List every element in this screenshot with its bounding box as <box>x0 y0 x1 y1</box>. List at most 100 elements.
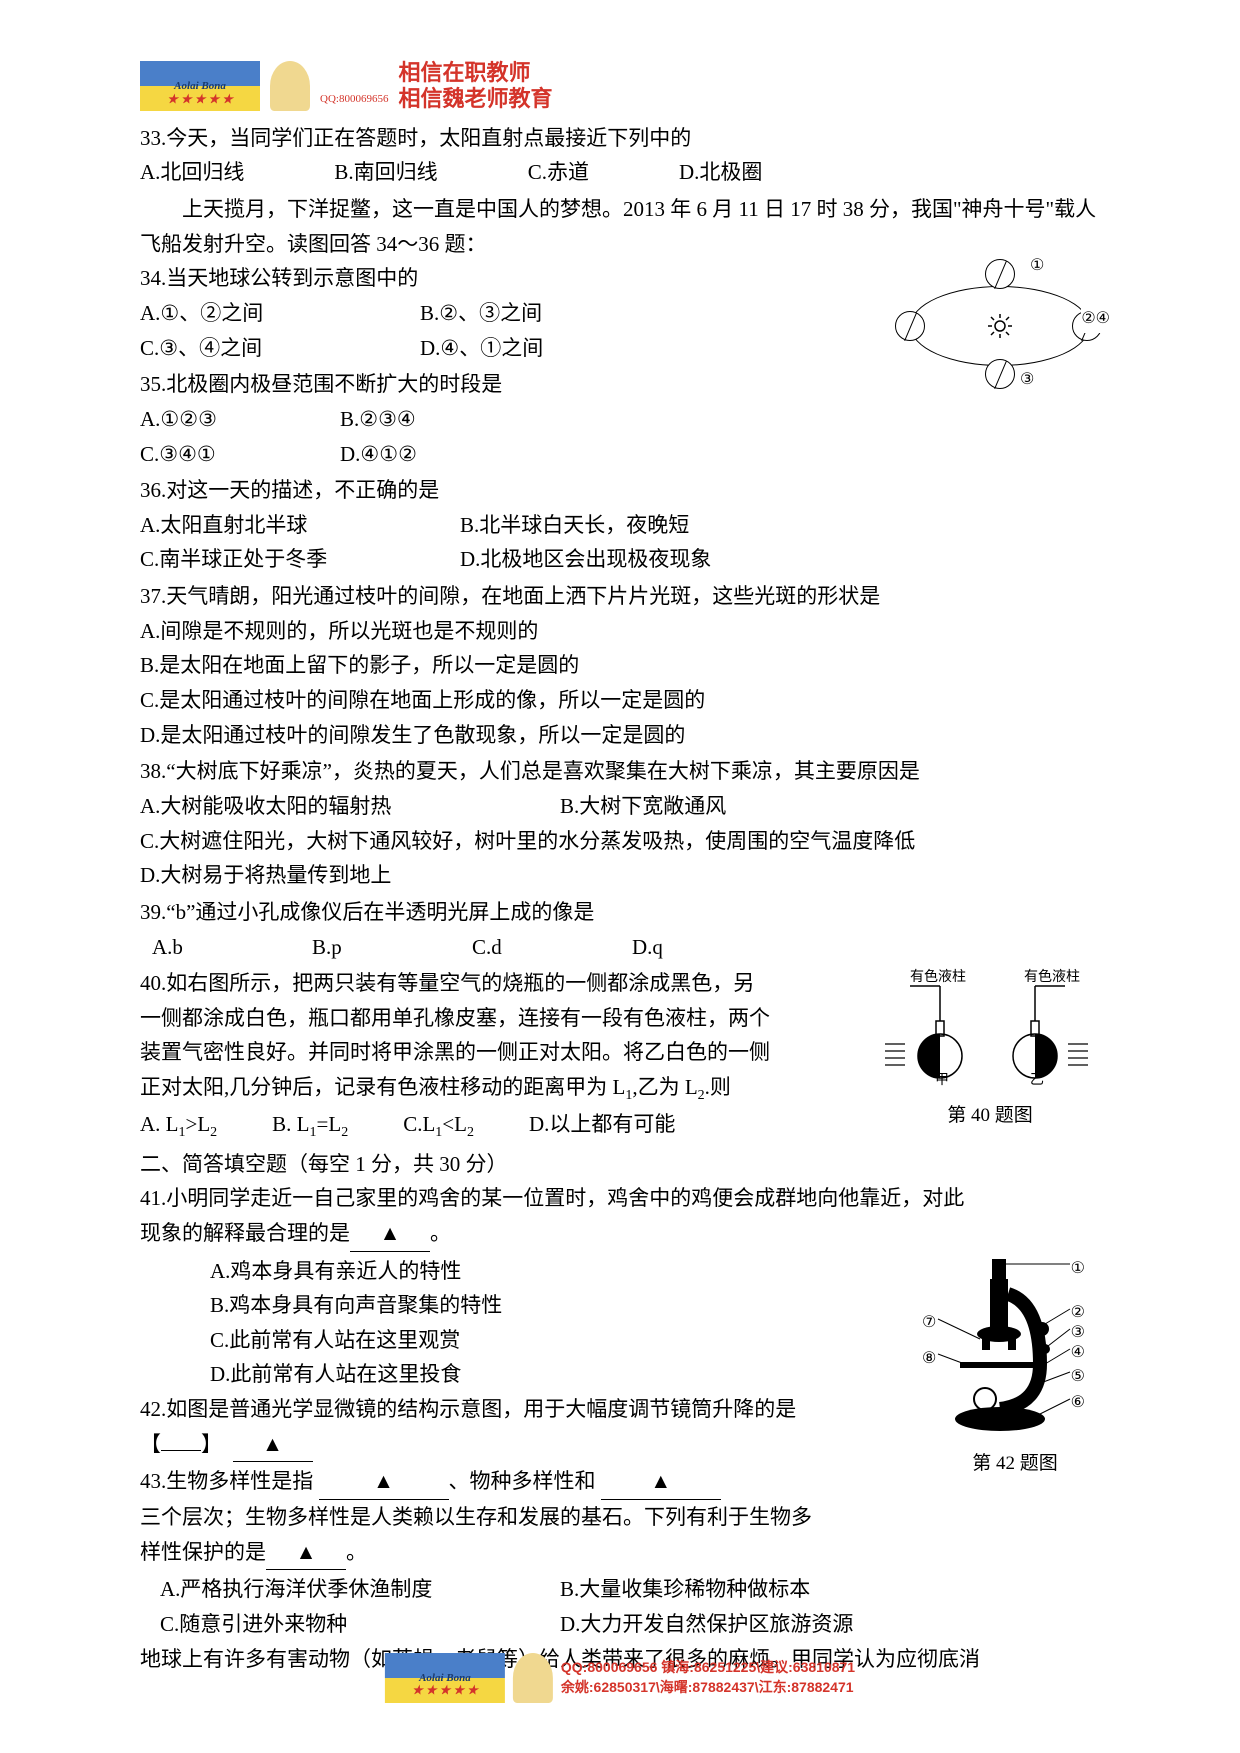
q36-stem: 36.对这一天的描述，不正确的是 <box>140 473 1100 508</box>
q43-c: C.随意引进外来物种 <box>160 1607 560 1642</box>
q33-b: B.南回归线 <box>334 155 437 190</box>
q39-stem: 39.“b”通过小孔成像仪后在半透明光屏上成的像是 <box>140 895 1100 930</box>
label-1: ① <box>1030 253 1044 279</box>
q38-b: B.大树下宽敞通风 <box>560 789 726 824</box>
flask-yi: 乙 <box>1030 1069 1044 1092</box>
earth-3 <box>985 359 1015 389</box>
q34-c: C.③、④之间 <box>140 331 420 366</box>
q37-a: A.间隙是不规则的，所以光斑也是不规则的 <box>140 614 1100 649</box>
q36-a: A.太阳直射北半球 <box>140 508 460 543</box>
q40-caption: 第 40 题图 <box>880 1100 1100 1131</box>
logo-stars: ★ ★ ★ ★ ★ <box>167 90 233 110</box>
q42-caption: 第 42 题图 <box>930 1448 1100 1479</box>
q33-c: C.赤道 <box>528 155 589 190</box>
label-2: ②④ <box>1081 306 1110 332</box>
header-banner: Aolai Bona ★ ★ ★ ★ ★ QQ:800069656 相信在职教师… <box>140 60 1100 113</box>
q35-c: C.③④① <box>140 437 340 472</box>
q38-stem: 38.“大树底下好乘凉”，炎热的夏天，人们总是喜欢聚集在大树下乘凉，其主要原因是 <box>140 754 1100 789</box>
q37-c: C.是太阳通过枝叶的间隙在地面上形成的像，所以一定是圆的 <box>140 683 1100 718</box>
sun-icon <box>988 314 1012 338</box>
q42-bracket-blank <box>161 1450 201 1451</box>
q43-b: B.大量收集珍稀物种做标本 <box>560 1572 810 1607</box>
teacher-icon <box>270 61 310 111</box>
q39: 39.“b”通过小孔成像仪后在半透明光屏上成的像是 A.b B.p C.d D.… <box>140 895 1100 964</box>
q39-c: C.d <box>472 930 632 965</box>
q41-blank: ▲ <box>350 1216 430 1252</box>
q33-d: D.北极圈 <box>679 155 762 190</box>
q42-figure: ① ② ③ ④ ⑤ ⑥ ⑦ ⑧ 第 42 题图 <box>930 1254 1100 1479</box>
footer-teacher-icon <box>513 1653 553 1703</box>
q36-opts-r2: C.南半球正处于冬季 D.北极地区会出现极夜现象 <box>140 542 1100 577</box>
q34-b: B.②、③之间 <box>420 296 542 331</box>
q36: 36.对这一天的描述，不正确的是 A.太阳直射北半球 B.北半球白天长，夜晚短 … <box>140 473 1100 577</box>
microscope-diagram: ① ② ③ ④ ⑤ ⑥ ⑦ ⑧ <box>930 1254 1080 1444</box>
footer-contact2: 余姚:62850317\海曙:87882437\江东:87882471 <box>561 1678 855 1698</box>
q42-blank: ▲ <box>233 1427 313 1463</box>
q33: 33.今天，当同学们正在答题时，太阳直射点最接近下列中的 A.北回归线 B.南回… <box>140 121 1100 190</box>
ms-6: ⑥ <box>1071 1390 1085 1416</box>
q37-b: B.是太阳在地面上留下的影子，所以一定是圆的 <box>140 648 1100 683</box>
q38-c: C.大树遮住阳光，大树下通风较好，树叶里的水分蒸发吸热，使周围的空气温度降低 <box>140 824 1100 859</box>
q43-blank2: ▲ <box>601 1464 721 1500</box>
q40-a: A. L1>L2 <box>140 1107 217 1144</box>
q41-l2: 现象的解释最合理的是▲。 <box>140 1216 1100 1252</box>
label-3: ③ <box>1020 367 1034 393</box>
footer-logo: Aolai Bona ★ ★ ★ ★ ★ <box>385 1653 505 1703</box>
q34-d: D.④、①之间 <box>420 331 543 366</box>
section2-header: 二、简答填空题（每空 1 分，共 30 分） <box>140 1147 1100 1182</box>
q39-b: B.p <box>312 930 472 965</box>
q37-stem: 37.天气晴朗，阳光通过枝叶的间隙，在地面上洒下片片光斑，这些光斑的形状是 <box>140 579 1100 614</box>
footer-contact: QQ:800069656 镇海:86251225\建议:63810871 余姚:… <box>561 1658 855 1697</box>
q39-options: A.b B.p C.d D.q <box>140 930 1100 965</box>
q43-opts-r2: C.随意引进外来物种 D.大力开发自然保护区旅游资源 <box>160 1607 1100 1642</box>
q40-c: C.L1<L2 <box>403 1107 474 1144</box>
footer-contact1: QQ:800069656 镇海:86251225\建议:63810871 <box>561 1658 855 1678</box>
banner-line2: 相信魏老师教育 <box>398 86 552 112</box>
q40-options: A. L1>L2 B. L1=L2 C.L1<L2 D.以上都有可能 <box>140 1107 870 1144</box>
banner-line1: 相信在职教师 <box>398 60 552 86</box>
q43-l3: 样性保护的是▲。 <box>140 1535 1100 1571</box>
q43-l2: 三个层次；生物多样性是人类赖以生存和发展的基石。下列有利于生物多 <box>140 1500 1100 1535</box>
q41: 41.小明同学走近一自己家里的鸡舍的某一位置时，鸡舍中的鸡便会成群地向他靠近，对… <box>140 1181 1100 1251</box>
ms-4: ④ <box>1071 1340 1085 1366</box>
q37: 37.天气晴朗，阳光通过枝叶的间隙，在地面上洒下片片光斑，这些光斑的形状是 A.… <box>140 579 1100 752</box>
q43: 43.生物多样性是指 ▲、物种多样性和 ▲ 三个层次；生物多样性是人类赖以生存和… <box>140 1464 1100 1570</box>
banner-text: 相信在职教师 相信魏老师教育 <box>398 60 552 113</box>
q33-options: A.北回归线 B.南回归线 C.赤道 D.北极圈 <box>140 155 1100 190</box>
q38-d: D.大树易于将热量传到地上 <box>140 858 1100 893</box>
q35-opts-r1: A.①②③ B.②③④ <box>140 402 1100 437</box>
q36-d: D.北极地区会出现极夜现象 <box>460 542 711 577</box>
q43-opts-r1: A.严格执行海洋伏季休渔制度 B.大量收集珍稀物种做标本 <box>160 1572 1100 1607</box>
content: 33.今天，当同学们正在答题时，太阳直射点最接近下列中的 A.北回归线 B.南回… <box>140 121 1100 1676</box>
ms-7: ⑦ <box>922 1310 936 1336</box>
intro-passage: 上天揽月，下洋捉鳖，这一直是中国人的梦想。2013 年 6 月 11 日 17 … <box>140 192 1100 261</box>
footer-banner: Aolai Bona ★ ★ ★ ★ ★ QQ:800069656 镇海:862… <box>385 1653 855 1703</box>
q38-opts-r1: A.大树能吸收太阳的辐射热 B.大树下宽敞通风 <box>140 789 1100 824</box>
microscope-svg <box>930 1254 1080 1434</box>
ms-8: ⑧ <box>922 1346 936 1372</box>
q41-l1: 41.小明同学走近一自己家里的鸡舍的某一位置时，鸡舍中的鸡便会成群地向他靠近，对… <box>140 1181 1100 1216</box>
q35-d: D.④①② <box>340 437 417 472</box>
q39-a: A.b <box>152 930 312 965</box>
q36-b: B.北半球白天长，夜晚短 <box>460 508 689 543</box>
q33-a: A.北回归线 <box>140 155 244 190</box>
q35-opts-r2: C.③④① D.④①② <box>140 437 1100 472</box>
q40-d: D.以上都有可能 <box>529 1107 675 1144</box>
q38-a: A.大树能吸收太阳的辐射热 <box>140 789 560 824</box>
q40-figure: 有色液柱 有色液柱 甲 乙 <box>880 966 1100 1131</box>
q37-d: D.是太阳通过枝叶的间隙发生了色散现象，所以一定是圆的 <box>140 718 1100 753</box>
logo-box: Aolai Bona ★ ★ ★ ★ ★ <box>140 61 260 111</box>
orbit-diagram: ① ②④ ③ <box>900 261 1100 391</box>
q40-b: B. L1=L2 <box>272 1107 348 1144</box>
footer-stars: ★ ★ ★ ★ ★ <box>412 1681 478 1701</box>
q43-blank1: ▲ <box>319 1464 449 1500</box>
q34-opts-r1: A.①、②之间 B.②、③之间 <box>140 296 890 331</box>
q34-opts-r2: C.③、④之间 D.④、①之间 <box>140 331 890 366</box>
q35-b: B.②③④ <box>340 402 416 437</box>
earth-1 <box>985 259 1015 289</box>
q43-blank3: ▲ <box>266 1535 346 1571</box>
ms-5: ⑤ <box>1071 1364 1085 1390</box>
flask-label1: 有色液柱 <box>910 966 966 989</box>
ms-1: ① <box>1071 1256 1085 1282</box>
q43-opts: A.严格执行海洋伏季休渔制度 B.大量收集珍稀物种做标本 C.随意引进外来物种 … <box>140 1572 1100 1641</box>
